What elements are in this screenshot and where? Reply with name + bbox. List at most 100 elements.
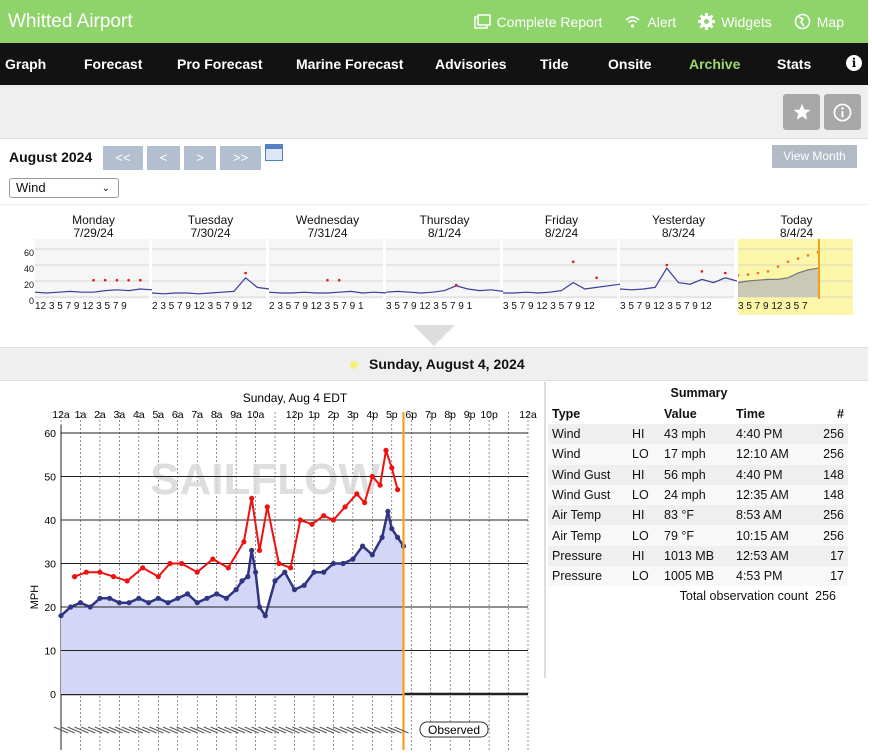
prev-day-button[interactable]: < (147, 146, 180, 170)
info-icon[interactable]: i (846, 55, 862, 71)
day-hour-ticks: 12 3 5 7 9 12 3 5 7 9 (35, 301, 127, 312)
widgets-link[interactable]: Widgets (698, 13, 772, 30)
day-hour-ticks: 3 5 7 9 12 3 5 7 9 12 (620, 301, 712, 312)
summary-type: Wind Gust (548, 484, 632, 506)
gust-point (97, 569, 103, 575)
x-tick-label: 8a (211, 409, 223, 421)
day-thumbnail[interactable]: Yesterday 8/3/24 3 5 7 9 12 3 5 7 9 12 (620, 205, 737, 315)
nav-advisories[interactable]: Advisories (435, 56, 507, 72)
wind-point (379, 534, 385, 540)
gust-point (179, 560, 185, 567)
favorite-button[interactable] (783, 94, 820, 130)
summary-hilo: LO (632, 525, 664, 546)
mini-y-tick: 60 (23, 248, 34, 258)
alert-link[interactable]: Alert (624, 14, 676, 30)
gust-point (354, 491, 360, 497)
day-thumbnail[interactable]: Monday 7/29/24 12 3 5 7 9 12 3 5 7 9 (35, 205, 152, 315)
direction-arrow (142, 726, 157, 734)
x-tick-label: 9a (230, 409, 242, 421)
mini-gust-point (700, 270, 704, 273)
wind-point (301, 582, 307, 588)
mini-wind-line (620, 267, 737, 291)
wind-point (155, 595, 161, 601)
direction-arrow (394, 726, 409, 734)
variable-select[interactable]: Wind ⌄ (9, 178, 119, 198)
day-date: 7/29/24 (73, 226, 114, 240)
direction-arrow (251, 726, 266, 734)
day-thumbnail[interactable]: Tuesday 7/30/24 2 3 5 7 9 12 3 5 7 9 12 (152, 205, 269, 315)
day-date: 7/31/24 (307, 226, 348, 240)
mini-wind-line (503, 281, 620, 294)
date-heading-bar: Sunday, August 4, 2024 (0, 347, 868, 381)
summary-panel: Summary Type Value Time # Wind HI 43 mph 4:… (548, 386, 850, 606)
wind-area (61, 432, 404, 694)
mini-wind-chart (503, 239, 620, 299)
gust-point (83, 569, 89, 575)
month-label: August 2024 (9, 149, 93, 165)
day-thumbnail[interactable]: Friday 8/2/24 3 5 7 9 12 3 5 7 9 12 (503, 205, 620, 315)
wind-point (282, 569, 288, 575)
x-tick-label: 8p (444, 409, 456, 421)
direction-arrow (190, 726, 205, 734)
mini-wind-line (386, 285, 503, 294)
wind-point (136, 595, 142, 601)
direction-arrow (94, 726, 110, 734)
prev-month-button[interactable]: << (103, 146, 143, 170)
summary-hilo: LO (632, 566, 664, 587)
wind-point (321, 569, 327, 575)
direction-arrow (339, 726, 355, 734)
direction-arrow (169, 726, 184, 734)
nav-tide[interactable]: Tide (540, 56, 569, 72)
nav-graph[interactable]: Graph (5, 56, 47, 72)
day-thumbnail[interactable]: Wednesday 7/31/24 2 3 5 7 9 12 3 5 7 9 1 (269, 205, 386, 315)
mini-gust-point (454, 283, 458, 287)
calendar-icon[interactable] (265, 144, 283, 161)
nav-pro-forecast[interactable]: Pro Forecast (177, 56, 263, 72)
mini-wind-line (269, 290, 386, 294)
wind-point (330, 560, 336, 567)
nav-onsite[interactable]: Onsite (608, 56, 652, 72)
gust-point (140, 565, 146, 571)
mini-gust-point (776, 265, 780, 268)
direction-arrow (60, 726, 76, 734)
next-month-button[interactable]: >> (220, 146, 261, 170)
mini-plot-bg (152, 239, 266, 299)
complete-report-link[interactable]: Complete Report (473, 14, 602, 30)
selected-day-pointer (413, 325, 455, 346)
gust-point (225, 565, 231, 571)
x-tick-label: 6a (172, 409, 184, 421)
day-name: Friday (544, 213, 579, 227)
direction-arrow (367, 726, 382, 734)
summary-hilo: HI (632, 505, 664, 526)
wind-graph[interactable]: Sunday, Aug 4 EDT 12a 1a 2a 3a 4a 5a 6a 7a 8a 9a 1… (0, 382, 544, 750)
direction-arrow (387, 726, 402, 734)
globe-icon (794, 13, 811, 30)
summary-row: Pressure HI 1013 MB 12:53 AM 17 (548, 545, 848, 567)
wind-point (77, 600, 84, 606)
today-dot (350, 361, 358, 369)
week-strip: Monday 7/29/24 12 3 5 7 9 12 3 5 7 9 Tue… (0, 204, 868, 346)
observed-label: Observed (428, 723, 480, 737)
col-value: Value (664, 406, 697, 421)
day-thumbnail-today[interactable]: Today 8/4/24 3 5 7 9 12 3 5 7 (738, 205, 855, 315)
gust-point (288, 565, 294, 571)
view-month-button[interactable]: View Month (772, 145, 857, 168)
total-label: Total observation count (679, 589, 809, 604)
nav-marine-forecast[interactable]: Marine Forecast (296, 56, 404, 72)
nav-forecast[interactable]: Forecast (84, 56, 143, 72)
station-info-button[interactable] (824, 94, 861, 130)
site-title[interactable]: Whitted Airport (8, 10, 133, 32)
wind-point (184, 591, 191, 597)
direction-arrow (285, 726, 300, 734)
chevron-down-icon: ⌄ (101, 183, 110, 194)
direction-arrow (162, 726, 178, 734)
day-thumbnail[interactable]: Thursday 8/1/24 3 5 7 9 12 3 5 7 9 1 (386, 205, 503, 315)
next-day-button[interactable]: > (184, 146, 216, 170)
gust-point (389, 465, 395, 471)
map-link[interactable]: Map (794, 13, 844, 30)
mini-gust-point (724, 271, 727, 275)
nav-archive[interactable]: Archive (689, 56, 741, 72)
direction-arrow (312, 726, 327, 734)
nav-stats[interactable]: Stats (777, 56, 812, 72)
summary-value: 56 mph (664, 464, 736, 485)
